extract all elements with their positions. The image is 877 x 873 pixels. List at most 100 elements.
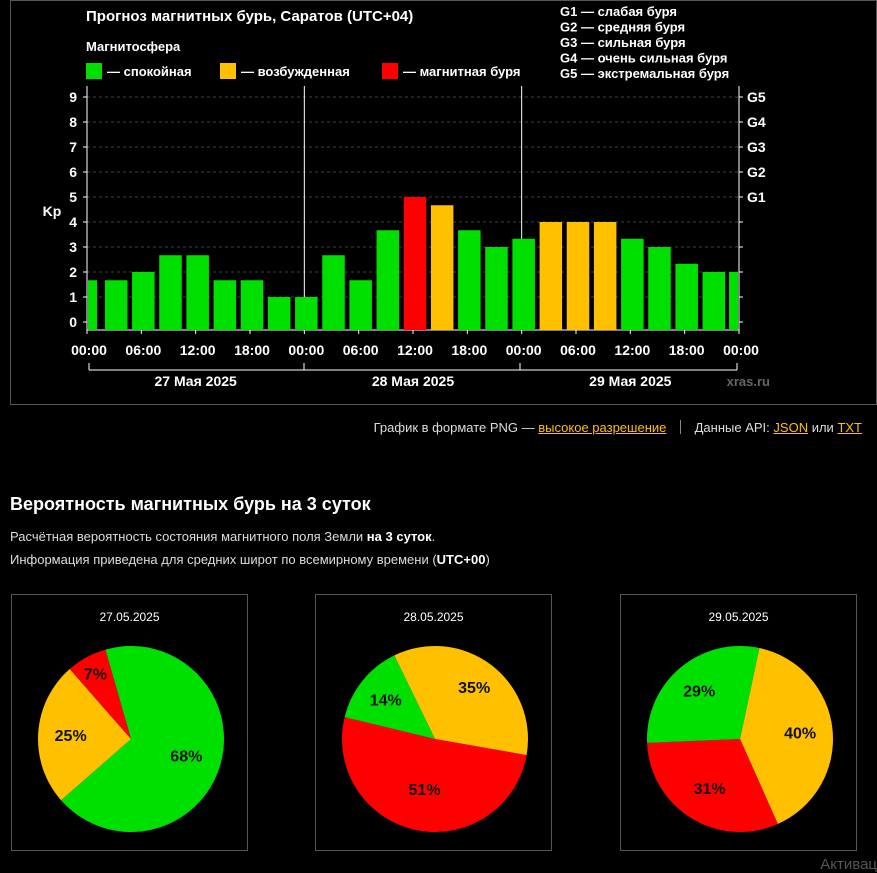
kp-bar — [729, 272, 738, 330]
kp-bar — [295, 297, 318, 330]
x-tick-label: 00:00 — [506, 342, 542, 358]
pie-slice-label: 25% — [55, 728, 87, 745]
pie-slice-label: 29% — [683, 684, 715, 701]
txt-link[interactable]: TXT — [837, 420, 862, 435]
description-line-1: Расчётная вероятность состояния магнитно… — [10, 529, 435, 544]
chart-title: Прогноз магнитных бурь, Саратов (UTC+04) — [86, 8, 413, 25]
kp-bar — [104, 280, 128, 330]
links-divider — [680, 420, 681, 434]
y-tick-label: 2 — [69, 264, 77, 280]
storm-scale-label: G4 — очень сильная буря — [560, 51, 727, 66]
or-text: или — [811, 420, 834, 435]
y-tick-label: 7 — [69, 139, 77, 155]
day-label: 29 Мая 2025 — [589, 373, 671, 389]
legend-title: Магнитосфера — [86, 39, 181, 54]
storm-level-label: G2 — [747, 164, 766, 180]
kp-bar — [376, 230, 400, 330]
pie-slice-label: 68% — [170, 748, 202, 765]
desc1-bold: на 3 суток — [366, 529, 432, 544]
kp-bar — [593, 222, 617, 330]
y-tick-label: 8 — [69, 114, 77, 130]
kp-bar — [132, 272, 155, 330]
storm-level-label: G5 — [747, 89, 766, 105]
day-label: 27 Мая 2025 — [155, 373, 237, 389]
pie-date-day-3: 29.05.2025 — [708, 610, 769, 624]
desc2-bold: UTC+00 — [436, 552, 486, 567]
kp-bar — [88, 280, 97, 330]
y-tick-label: 6 — [69, 164, 77, 180]
pie-slice-label: 35% — [458, 680, 490, 697]
desc1-suffix: . — [431, 529, 436, 544]
pie-chart-day-1: 68% 25% 7% — [37, 646, 224, 832]
json-link[interactable]: JSON — [773, 420, 809, 435]
png-caption: График в формате PNG — — [373, 420, 535, 435]
kp-bar — [458, 230, 481, 330]
kp-bar — [566, 222, 590, 330]
api-caption: Данные API: — [694, 420, 770, 435]
pie-card-day-2: 28.05.2025 35% 51% 14% — [315, 594, 552, 851]
y-axis-label: Kp — [43, 203, 62, 219]
pie-slice — [37, 669, 131, 801]
corner-overlay-text: Активац — [820, 856, 877, 873]
x-tick-label: 12:00 — [397, 342, 433, 358]
y-tick-label: 3 — [69, 239, 77, 255]
pie-slice — [69, 649, 131, 739]
pie-slice — [394, 646, 528, 756]
kp-bar — [702, 272, 726, 330]
storm-level-label: G4 — [747, 114, 766, 130]
kp-bar — [322, 255, 345, 330]
kp-bar — [403, 197, 427, 330]
pie-slice — [740, 648, 833, 824]
y-tick-label: 9 — [69, 89, 77, 105]
kp-bar — [267, 297, 291, 330]
y-tick-label: 5 — [69, 189, 77, 205]
desc1-prefix: Расчётная вероятность состояния магнитно… — [10, 529, 367, 544]
x-tick-label: 06:00 — [343, 342, 379, 358]
legend-swatch — [86, 63, 102, 79]
kp-bar — [539, 222, 563, 330]
kp-bar — [186, 255, 209, 330]
pie-slice — [647, 646, 760, 743]
pie-chart-day-3: 40% 31% 29% — [647, 646, 833, 832]
x-tick-label: 12:00 — [614, 342, 650, 358]
y-tick-label: 4 — [69, 214, 77, 230]
storm-level-label: G3 — [747, 139, 766, 155]
legend-label: — магнитная буря — [403, 64, 520, 79]
png-api-links: График в формате PNG — высокое разрешени… — [374, 420, 862, 435]
pie-date-day-1: 27.05.2025 — [99, 610, 160, 624]
pie-date-day-2: 28.05.2025 — [403, 610, 464, 624]
pie-card-day-3: 29.05.2025 40% 31% 29% — [620, 594, 857, 851]
kp-bar — [621, 238, 644, 330]
y-tick-label: 0 — [69, 314, 77, 330]
x-tick-label: 00:00 — [288, 342, 324, 358]
kp-bar — [349, 280, 372, 330]
x-tick-label: 18:00 — [669, 342, 705, 358]
description-line-2: Информация приведена для средних широт п… — [10, 552, 490, 567]
kp-bar — [159, 255, 182, 330]
legend-label: — спокойная — [107, 64, 192, 79]
x-tick-label: 00:00 — [71, 342, 107, 358]
watermark: xras.ru — [727, 374, 770, 389]
storm-level-label: G1 — [747, 189, 766, 205]
kp-bar — [675, 263, 698, 330]
storm-scale-label: G2 — средняя буря — [560, 20, 685, 35]
pie-slice — [342, 717, 527, 832]
x-tick-label: 18:00 — [234, 342, 270, 358]
high-resolution-link[interactable]: высокое разрешение — [538, 420, 667, 435]
kp-forecast-chart: Прогноз магнитных бурь, Саратов (UTC+04)… — [10, 0, 877, 405]
legend-label: — возбужденная — [241, 64, 350, 79]
kp-bar — [485, 247, 508, 330]
kp-bar — [512, 238, 535, 330]
pie-slice — [61, 646, 224, 832]
legend-swatch — [382, 63, 398, 79]
desc2-prefix: Информация приведена для средних широт п… — [10, 552, 437, 567]
x-tick-label: 06:00 — [125, 342, 161, 358]
legend-swatch — [220, 63, 236, 79]
x-tick-label: 12:00 — [180, 342, 216, 358]
x-tick-label: 18:00 — [451, 342, 487, 358]
kp-bar — [430, 205, 454, 330]
pie-card-day-1: 27.05.2025 68% 25% 7% — [11, 594, 248, 851]
kp-bar — [648, 247, 671, 330]
x-tick-label: 00:00 — [723, 342, 759, 358]
day-label: 28 Мая 2025 — [372, 373, 454, 389]
